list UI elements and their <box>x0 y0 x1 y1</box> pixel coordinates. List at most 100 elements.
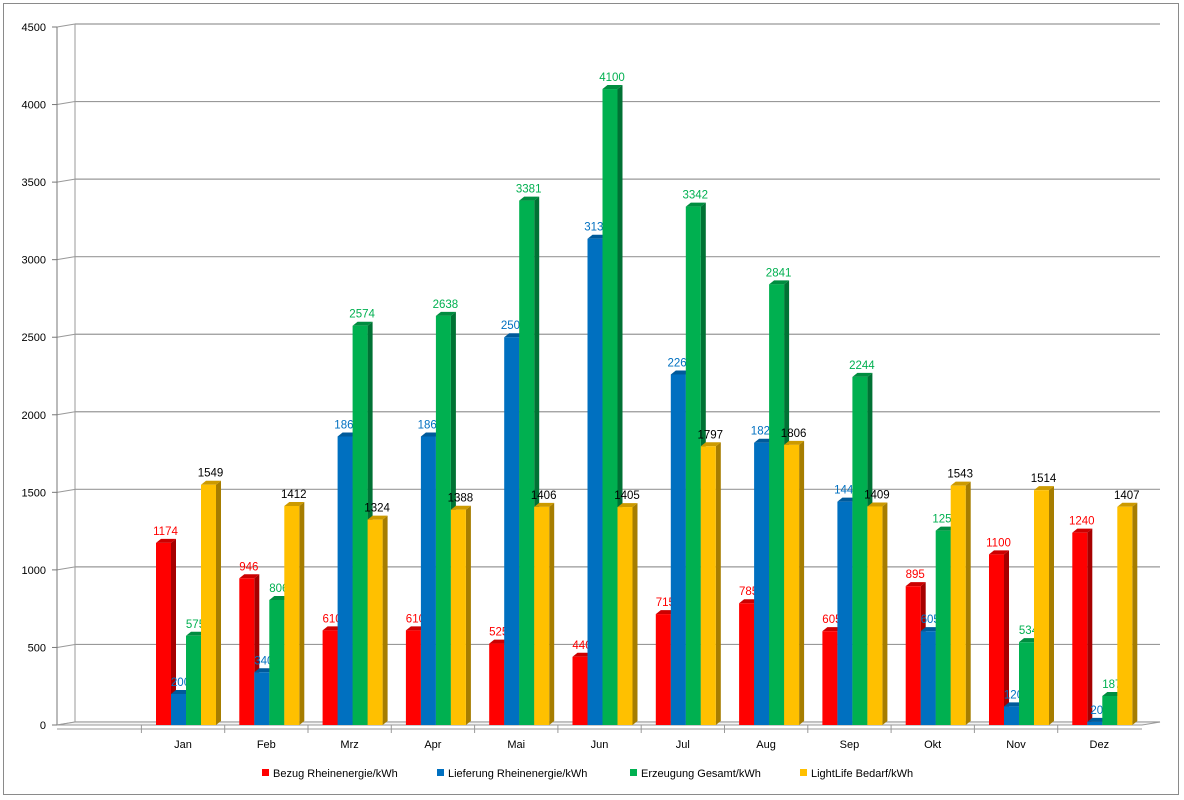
grid-depth-line <box>56 488 76 493</box>
data-label: 2638 <box>433 299 459 311</box>
bar-front <box>655 614 671 725</box>
data-label: 1549 <box>198 468 224 480</box>
bar-front <box>784 444 800 725</box>
y-tick-label: 4500 <box>22 22 46 34</box>
y-tick-label: 1500 <box>22 487 46 499</box>
legend-label: LightLife Bedarf/kWh <box>811 768 913 780</box>
data-label: 1100 <box>986 537 1011 549</box>
data-label: 1409 <box>864 489 890 501</box>
grid-depth-line <box>56 178 76 183</box>
data-label: 1543 <box>947 469 973 481</box>
legend-item: Erzeugung Gesamt/kWh <box>630 768 761 780</box>
bar-top <box>239 574 260 579</box>
bar <box>989 550 1009 725</box>
bar-front <box>254 672 270 725</box>
data-label: 785 <box>739 586 758 598</box>
grid-depth-line <box>56 101 76 106</box>
bar-side <box>715 442 721 725</box>
bar-front <box>685 206 701 726</box>
legend-item: LightLife Bedarf/kWh <box>800 768 913 780</box>
bar-top <box>1117 502 1138 507</box>
bar-front <box>950 485 966 725</box>
bar-front <box>822 631 838 725</box>
bar-top <box>769 280 790 285</box>
bar-side <box>465 505 471 725</box>
data-label: 1405 <box>614 490 640 502</box>
bar-front <box>1034 490 1049 725</box>
bar-front <box>587 238 603 725</box>
data-label: 1514 <box>1031 473 1057 485</box>
bar-side <box>632 503 638 725</box>
y-tick-label: 500 <box>28 642 46 654</box>
data-label: 4100 <box>599 72 625 84</box>
data-label: 715 <box>656 597 675 609</box>
x-tick-label: Mai <box>507 739 525 751</box>
bar-top <box>435 311 456 316</box>
data-label: 1240 <box>1069 516 1095 528</box>
x-tick-label: Mrz <box>340 739 358 751</box>
grid-depth-line <box>56 643 76 648</box>
grid-depth-line <box>56 566 76 571</box>
grid-depth-line <box>56 23 76 28</box>
legend-item: Bezug Rheinenergie/kWh <box>262 768 398 780</box>
bar-front <box>435 315 451 725</box>
data-label: 3342 <box>683 190 709 202</box>
bar-front <box>867 506 883 725</box>
bar <box>284 501 305 725</box>
bar <box>784 440 805 725</box>
x-tick-label: Feb <box>257 739 276 751</box>
bar-front <box>171 693 186 725</box>
bar-front <box>337 436 353 725</box>
legend-item: Lieferung Rheinenergie/kWh <box>437 768 587 780</box>
bar-front <box>201 484 216 725</box>
y-tick-label: 0 <box>40 720 46 732</box>
data-label: 1174 <box>153 526 178 538</box>
data-label: 1407 <box>1114 490 1140 502</box>
data-label: 1806 <box>781 428 807 440</box>
bar-top <box>602 85 623 90</box>
bar-top <box>1072 528 1093 533</box>
data-label: 806 <box>269 583 288 595</box>
bar-front <box>534 506 550 725</box>
y-tick-label: 1000 <box>22 565 46 577</box>
bar-front <box>450 509 466 725</box>
y-tick-label: 2500 <box>22 332 46 344</box>
bar-front <box>367 519 383 725</box>
grid-depth-line <box>56 411 76 416</box>
bar-front <box>1004 706 1019 725</box>
bar-top <box>352 321 373 326</box>
bar-top <box>989 550 1009 555</box>
bar-side <box>799 440 805 725</box>
x-tick-label: Okt <box>924 739 941 751</box>
bar-side <box>1132 502 1138 725</box>
data-label: 946 <box>239 561 258 573</box>
bar-front <box>920 631 936 725</box>
legend-label: Erzeugung Gesamt/kWh <box>641 768 761 780</box>
bar-front <box>617 507 633 725</box>
bar-top <box>201 480 221 485</box>
bar-front <box>602 89 618 726</box>
bar-top <box>852 372 873 377</box>
bar-front <box>1117 506 1133 725</box>
data-label: 610 <box>323 613 342 625</box>
x-tick-label: Jan <box>174 739 192 751</box>
bar-front <box>754 442 770 725</box>
legend-swatch <box>800 769 807 776</box>
bar-top <box>519 196 540 201</box>
bar-front <box>504 337 520 725</box>
bar-front <box>186 635 201 725</box>
bar-front <box>852 376 868 725</box>
legend-label: Bezug Rheinenergie/kWh <box>273 768 398 780</box>
bar-side <box>216 480 221 725</box>
y-tick-label: 2000 <box>22 410 46 422</box>
bar-front <box>769 284 785 725</box>
legend-swatch <box>262 769 269 776</box>
data-label: 575 <box>186 619 205 631</box>
data-label: 525 <box>489 627 508 639</box>
legend-swatch <box>437 769 444 776</box>
bar <box>1072 528 1093 725</box>
bar-side <box>549 502 555 725</box>
bar <box>700 442 721 725</box>
bar-front <box>700 446 716 725</box>
bar-front <box>989 554 1004 725</box>
